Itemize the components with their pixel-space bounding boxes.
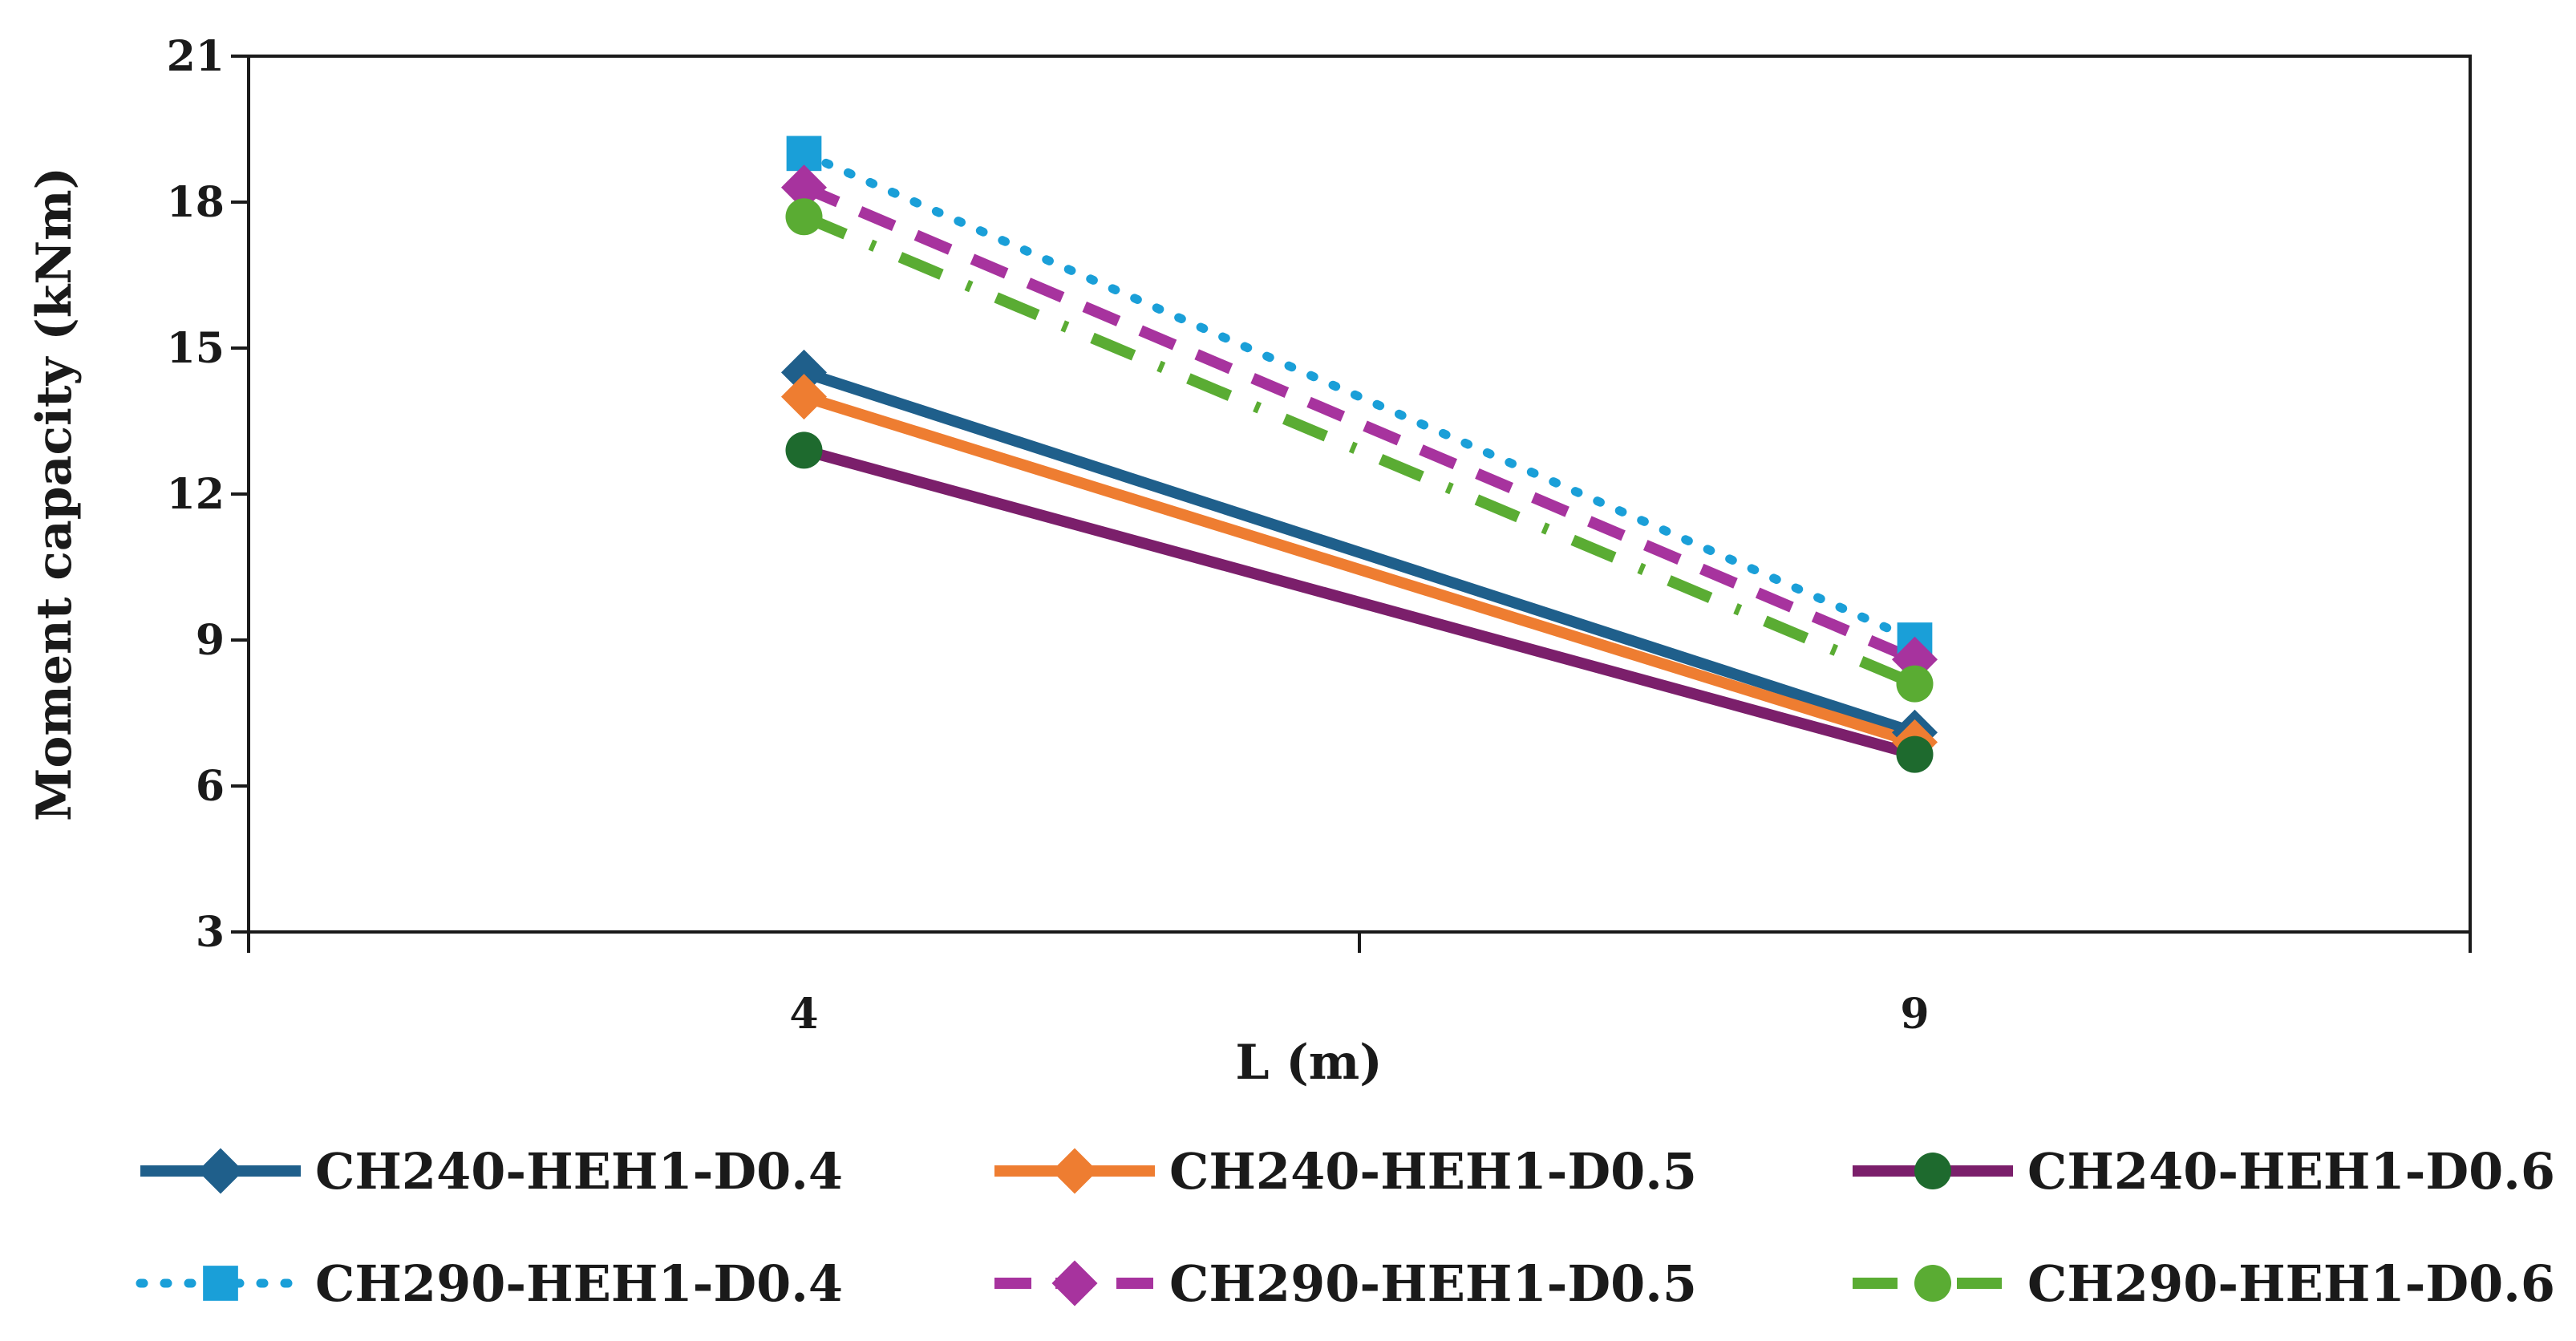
series-markers <box>780 136 1938 773</box>
data-point-5-1 <box>780 164 828 211</box>
y-axis-title: Moment capacity (kNm) <box>26 167 83 821</box>
legend-item-1: CH240-HEH1-D0.4 <box>140 1142 843 1201</box>
legend-label: CH240-HEH1-D0.5 <box>1169 1142 1697 1201</box>
series-line-1 <box>802 367 1917 738</box>
series-line-3 <box>802 444 1917 760</box>
legend: CH240-HEH1-D0.4 CH240-HEH1-D0.5 CH240-HEH1… <box>136 1142 2555 1313</box>
legend-marker <box>1914 1265 1951 1302</box>
data-point-1-1 <box>780 349 828 395</box>
legend-label: CH240-HEH1-D0.6 <box>2027 1142 2555 1201</box>
y-tick-label: 18 <box>167 178 225 227</box>
data-point-3-2 <box>1896 735 1934 773</box>
y-tick-label: 12 <box>167 470 225 519</box>
plot-area <box>247 55 2472 934</box>
legend-marker <box>1051 1260 1098 1307</box>
data-point-6-1 <box>785 198 823 236</box>
legend-item-4: CH290-HEH1-D0.4 <box>136 1254 843 1313</box>
data-point-2-1 <box>780 374 828 420</box>
y-tick-label: 6 <box>196 762 225 811</box>
legend-marker <box>1914 1153 1951 1189</box>
x-tick-label: 9 <box>1900 990 1929 1039</box>
series-lines <box>800 148 1919 760</box>
y-tick-label: 21 <box>167 32 225 81</box>
data-point-3-1 <box>785 431 823 469</box>
series-line-4 <box>800 148 1919 645</box>
series-line-2 <box>802 391 1917 748</box>
y-tick-label: 9 <box>196 616 225 665</box>
legend-marker <box>203 1266 238 1301</box>
legend-label: CH290-HEH1-D0.4 <box>315 1254 843 1313</box>
legend-item-6: CH290-HEH1-D0.6 <box>1853 1254 2555 1313</box>
legend-item-2: CH240-HEH1-D0.5 <box>994 1142 1697 1201</box>
y-axis: 3 6 9 12 15 18 21 <box>167 32 249 957</box>
legend-label: CH290-HEH1-D0.6 <box>2027 1254 2555 1313</box>
series-line-5 <box>801 182 1918 665</box>
x-tick-label: 4 <box>789 990 818 1039</box>
legend-label: CH290-HEH1-D0.5 <box>1169 1254 1697 1313</box>
y-tick-label: 3 <box>196 908 225 957</box>
legend-marker <box>197 1148 244 1194</box>
legend-item-3: CH240-HEH1-D0.6 <box>1853 1142 2555 1201</box>
legend-item-5: CH290-HEH1-D0.5 <box>994 1254 1697 1313</box>
legend-label: CH240-HEH1-D0.4 <box>315 1142 843 1201</box>
legend-marker <box>1051 1148 1098 1194</box>
data-point-6-2 <box>1896 665 1934 703</box>
x-axis-title: L (m) <box>1235 1035 1382 1091</box>
y-tick-label: 15 <box>167 324 225 373</box>
